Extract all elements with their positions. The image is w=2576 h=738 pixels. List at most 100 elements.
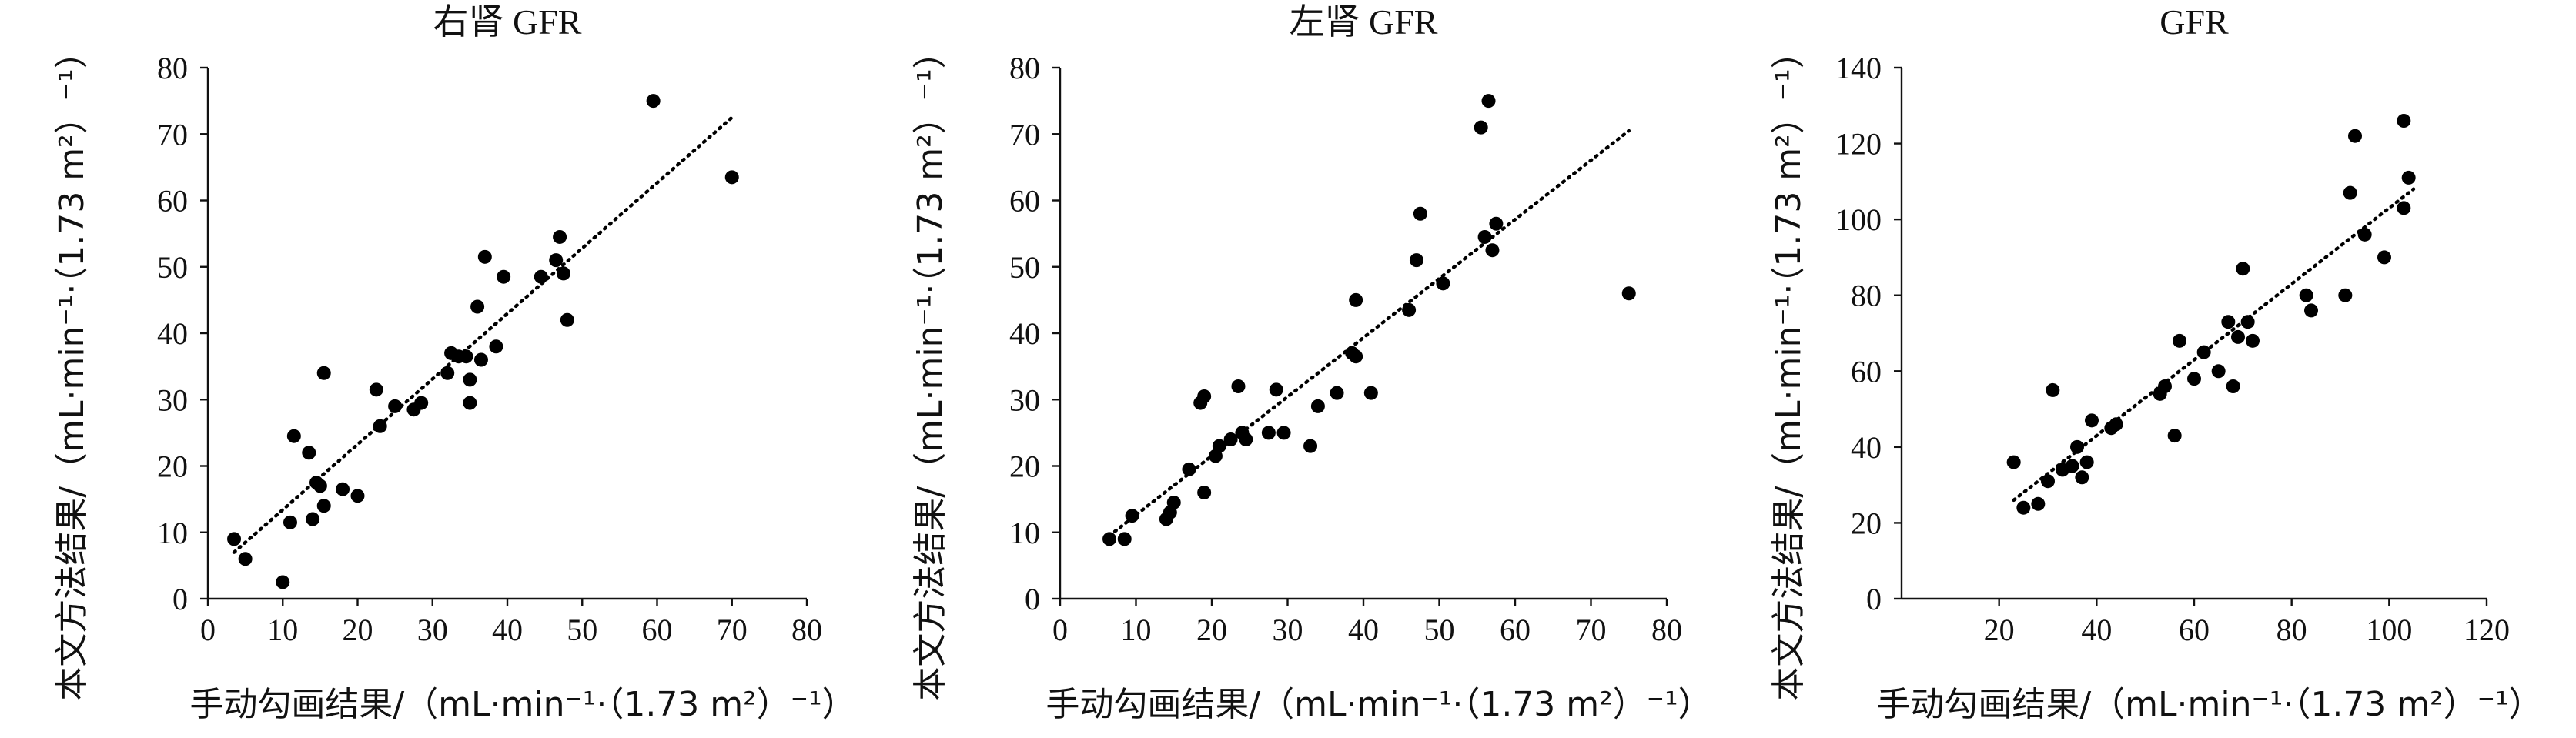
y-tick-label: 0 bbox=[172, 582, 188, 616]
y-tick-label: 120 bbox=[1835, 127, 1882, 162]
data-point bbox=[373, 419, 387, 433]
y-axis-label: 本文方法结果/（mL·min⁻¹·（1.73 m²）⁻¹） bbox=[911, 35, 950, 700]
data-point bbox=[227, 532, 242, 546]
data-point bbox=[2079, 455, 2094, 469]
data-point bbox=[2338, 288, 2353, 302]
data-point bbox=[1402, 302, 1417, 317]
data-point bbox=[336, 482, 350, 496]
data-point bbox=[369, 382, 383, 397]
chart-title: 右肾 GFR bbox=[433, 2, 582, 42]
data-point bbox=[459, 349, 473, 364]
data-point bbox=[473, 352, 488, 367]
data-point bbox=[2221, 315, 2236, 329]
data-point bbox=[2187, 372, 2201, 386]
data-point bbox=[2357, 227, 2372, 242]
x-tick-label: 80 bbox=[791, 613, 822, 647]
x-tick-label: 10 bbox=[1121, 613, 1152, 647]
data-point bbox=[1485, 243, 1500, 258]
data-point bbox=[2070, 439, 2084, 454]
data-point bbox=[2211, 364, 2226, 379]
y-tick-label: 60 bbox=[157, 184, 188, 219]
y-tick-label: 60 bbox=[1009, 184, 1040, 219]
y-tick-label: 40 bbox=[157, 316, 188, 351]
data-point bbox=[440, 366, 455, 380]
x-tick-label: 40 bbox=[2081, 613, 2112, 647]
data-point bbox=[1349, 349, 1363, 364]
data-point bbox=[2377, 250, 2391, 265]
data-point bbox=[1363, 386, 1378, 400]
y-tick-label: 30 bbox=[1009, 382, 1040, 417]
x-tick-label: 70 bbox=[717, 613, 748, 647]
data-point bbox=[1212, 439, 1226, 453]
y-axis-label: 本文方法结果/（mL·min⁻¹·（1.73 m²）⁻¹） bbox=[52, 35, 92, 700]
data-point bbox=[1239, 432, 1253, 446]
chart-panel-total-gfr: GFR 20 40 60 80 100 120 0 20 40 60 80 100 120 140 手动勾画结… bbox=[1717, 0, 2575, 738]
chart-svg: GFR 20 40 60 80 100 120 0 20 40 60 80 100 120 140 手动勾画结… bbox=[1769, 2, 2543, 724]
x-tick-label: 30 bbox=[417, 613, 448, 647]
data-point bbox=[1117, 532, 1132, 546]
x-tick-label: 40 bbox=[1348, 613, 1379, 647]
y-tick-label: 80 bbox=[1851, 279, 1882, 313]
data-point bbox=[302, 446, 316, 460]
data-point bbox=[1409, 253, 1423, 268]
x-tick-label: 80 bbox=[2277, 613, 2307, 647]
y-tick-label: 0 bbox=[1866, 582, 1882, 616]
data-point bbox=[2075, 470, 2089, 485]
data-point bbox=[2167, 429, 2182, 443]
x-tick-label: 50 bbox=[1424, 613, 1455, 647]
x-tick-label: 40 bbox=[492, 613, 523, 647]
data-point bbox=[388, 399, 403, 413]
trend-line bbox=[232, 115, 734, 554]
y-tick-label: 30 bbox=[157, 382, 188, 417]
data-point bbox=[2401, 170, 2416, 185]
y-tick-label: 20 bbox=[157, 449, 188, 484]
data-point bbox=[1102, 532, 1117, 546]
chart-title: 左肾 GFR bbox=[1290, 2, 1438, 42]
data-point bbox=[1349, 292, 1363, 307]
data-point bbox=[1481, 94, 1496, 109]
data-point bbox=[1231, 379, 1246, 393]
data-point bbox=[286, 429, 301, 443]
y-tick-label: 80 bbox=[157, 51, 188, 85]
x-tick-label: 60 bbox=[1500, 613, 1531, 647]
y-tick-label: 50 bbox=[1009, 250, 1040, 285]
data-point bbox=[646, 94, 661, 109]
data-point bbox=[1621, 286, 1636, 301]
chart-title: GFR bbox=[2159, 2, 2229, 42]
data-point bbox=[414, 396, 429, 410]
data-point bbox=[2196, 345, 2211, 359]
x-tick-label: 120 bbox=[2464, 613, 2510, 647]
data-point bbox=[549, 253, 564, 268]
y-tick-label: 40 bbox=[1851, 430, 1882, 465]
y-tick-label: 70 bbox=[1009, 117, 1040, 152]
y-tick-label: 70 bbox=[157, 117, 188, 152]
data-point bbox=[1223, 432, 1238, 446]
x-tick-label: 70 bbox=[1576, 613, 1607, 647]
data-point bbox=[1261, 426, 1276, 440]
x-tick-label: 20 bbox=[1196, 613, 1227, 647]
data-point bbox=[1330, 386, 1344, 400]
x-tick-label: 20 bbox=[343, 613, 373, 647]
data-point bbox=[2240, 315, 2255, 329]
y-axis-label: 本文方法结果/（mL·min⁻¹·（1.73 m²）⁻¹） bbox=[1769, 35, 1808, 700]
data-point bbox=[313, 479, 327, 493]
data-point bbox=[2343, 185, 2357, 200]
data-point bbox=[2041, 474, 2055, 489]
data-point bbox=[724, 170, 739, 185]
y-tick-label: 10 bbox=[1009, 516, 1040, 550]
y-tick-label: 80 bbox=[1009, 51, 1040, 85]
data-point bbox=[489, 339, 503, 354]
x-tick-label: 10 bbox=[267, 613, 298, 647]
chart-panel-right-kidney: 右肾 GFR 0 10 20 30 40 50 60 70 80 0 10 20 30 40 50 60 70 80… bbox=[0, 0, 858, 738]
x-axis-label: 手动勾画结果/（mL·min⁻¹·（1.73 m²）⁻¹） bbox=[1876, 685, 2542, 724]
data-point bbox=[238, 552, 253, 566]
y-tick-label: 50 bbox=[157, 250, 188, 285]
chart-svg: 左肾 GFR 0 10 20 30 40 50 60 70 80 0 10 20 30 40 50 60 70 80… bbox=[911, 2, 1712, 724]
data-point bbox=[1477, 229, 1492, 244]
y-tick-label: 60 bbox=[1851, 354, 1882, 389]
data-point bbox=[283, 515, 297, 529]
data-point bbox=[534, 269, 548, 284]
y-tick-label: 140 bbox=[1835, 51, 1882, 85]
x-tick-label: 100 bbox=[2366, 613, 2412, 647]
data-point bbox=[2158, 379, 2172, 393]
